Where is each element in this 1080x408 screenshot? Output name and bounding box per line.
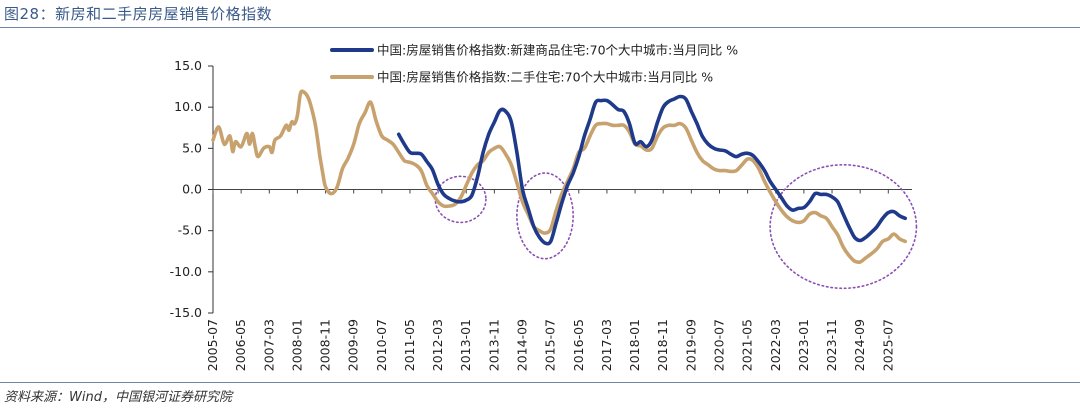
x-tick-label: 2022-03: [768, 319, 783, 371]
bottom-rule: [0, 382, 1080, 383]
x-tick-label: 2017-03: [599, 319, 614, 371]
x-tick-label: 2005-07: [205, 319, 220, 371]
legend-label: 中国:房屋销售价格指数:新建商品住宅:70个大中城市:当月同比 %: [377, 43, 738, 58]
x-tick-label: 2013-01: [458, 319, 473, 371]
x-tick-label: 2007-03: [261, 319, 276, 371]
highlight-ellipse: [769, 164, 918, 290]
x-tick-label: 2023-11: [824, 319, 839, 371]
source-note: 资料来源：Wind，中国银河证券研究院: [4, 390, 232, 405]
legend-label: 中国:房屋销售价格指数:二手住宅:70个大中城市:当月同比 %: [377, 70, 713, 85]
top-rule: [0, 27, 1080, 28]
x-tick-label: 2019-09: [683, 319, 698, 371]
y-tick-label: -5.0: [178, 223, 202, 238]
x-tick-label: 2020-07: [711, 319, 726, 371]
x-tick-label: 2024-09: [852, 319, 867, 371]
x-tick-label: 2021-05: [740, 319, 755, 371]
x-tick-label: 2018-11: [655, 319, 670, 371]
y-tick-label: 5.0: [182, 140, 202, 155]
y-tick-label: -15.0: [170, 305, 202, 320]
figure-title: 图28：新房和二手房房屋销售价格指数: [4, 5, 273, 23]
highlight-ellipse: [516, 172, 574, 260]
x-tick-label: 2014-09: [515, 319, 530, 371]
x-tick-label: 2010-07: [374, 319, 389, 371]
y-tick-label: 0.0: [182, 182, 202, 197]
x-tick-label: 2013-11: [486, 319, 501, 371]
x-tick-label: 2011-05: [402, 319, 417, 371]
y-tick-label: 15.0: [174, 58, 202, 73]
highlight-ellipse: [434, 175, 487, 224]
x-tick-label: 2006-05: [233, 319, 248, 371]
x-tick-label: 2018-01: [627, 319, 642, 371]
x-tick-label: 2008-01: [289, 319, 304, 371]
x-tick-label: 2008-11: [318, 319, 333, 371]
x-tick-label: 2016-05: [571, 319, 586, 371]
x-tick-label: 2025-07: [880, 319, 895, 371]
x-tick-label: 2023-01: [796, 319, 811, 371]
y-tick-label: -10.0: [170, 264, 202, 279]
x-tick-label: 2012-03: [430, 319, 445, 371]
y-tick-label: 10.0: [174, 99, 202, 114]
series-line-second-hand: [211, 89, 907, 265]
series-lines: [211, 89, 907, 265]
x-tick-label: 2015-07: [543, 319, 558, 371]
highlight-circles: [434, 164, 918, 290]
legend: 中国:房屋销售价格指数:新建商品住宅:70个大中城市:当月同比 % 中国:房屋销售…: [330, 43, 738, 85]
series-line-new-homes: [396, 94, 907, 246]
x-tick-label: 2009-09: [346, 319, 361, 371]
